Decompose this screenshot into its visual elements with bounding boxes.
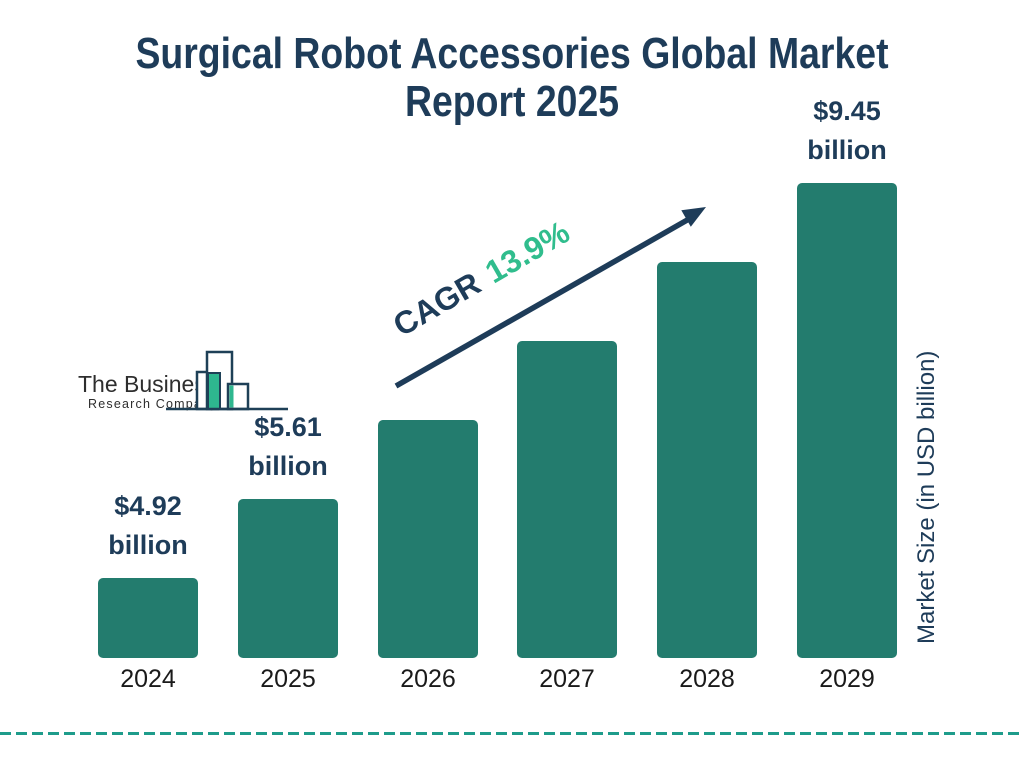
- bar-value-label: $9.45 billion: [807, 96, 887, 165]
- bar: [98, 578, 198, 658]
- logo-tagline: Research Company: [88, 397, 218, 411]
- bar: [657, 262, 757, 658]
- bottom-dashed-divider: [0, 732, 1024, 735]
- page-title: Surgical Robot Accessories Global Market…: [77, 30, 947, 126]
- logo-name: The Business: [78, 371, 218, 397]
- title-line-1: Surgical Robot Accessories Global Market: [135, 29, 889, 78]
- company-logo: The Business Research Company: [0, 170, 300, 411]
- bar: [378, 420, 478, 658]
- logo-bars-icon: [166, 350, 288, 411]
- bar: [797, 183, 897, 658]
- y-axis-label: Market Size (in USD billion): [913, 350, 940, 644]
- x-axis-tick-label: 2025: [260, 665, 316, 693]
- bar-value-label: $4.92 billion: [108, 491, 188, 560]
- x-axis-tick-label: 2024: [120, 665, 176, 693]
- title-line-2: Report 2025: [404, 77, 620, 126]
- x-axis-tick-label: 2029: [819, 665, 875, 693]
- bar: [238, 499, 338, 658]
- bar-value-label: $5.61 billion: [248, 412, 328, 481]
- x-axis-tick-label: 2026: [400, 665, 456, 693]
- x-axis-tick-label: 2027: [539, 665, 595, 693]
- bar: [517, 341, 617, 658]
- x-axis-tick-label: 2028: [679, 665, 735, 693]
